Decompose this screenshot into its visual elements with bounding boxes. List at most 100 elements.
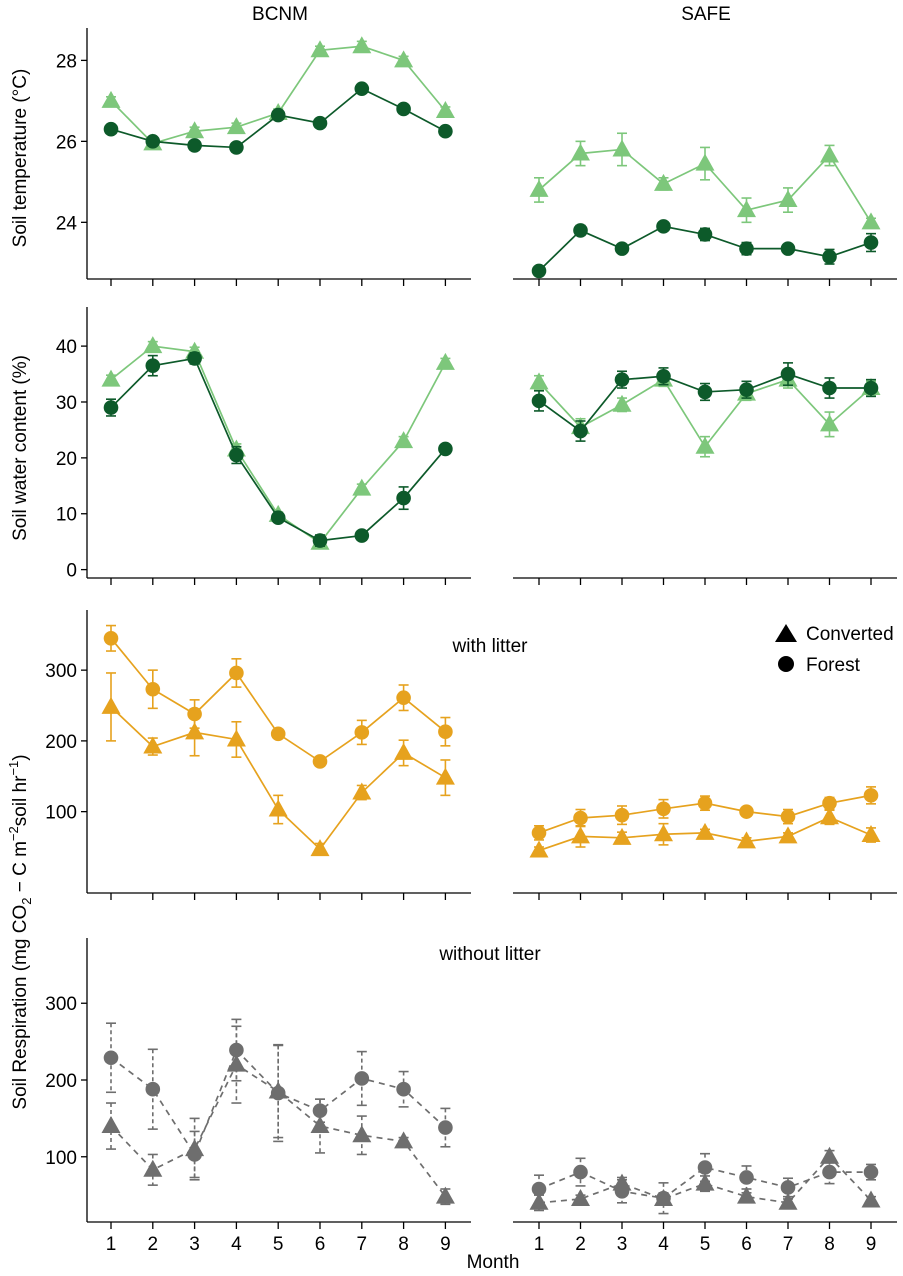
temp-safe-converted-point xyxy=(861,212,881,230)
legend-label-converted: Converted xyxy=(806,624,894,645)
temp-safe-converted-point xyxy=(612,139,632,157)
ylabel-soil-temperature: Soil temperature (°C) xyxy=(10,69,31,248)
resp_nolitter-bcnm-converted-point xyxy=(352,1125,372,1143)
resp_litter-safe-converted-point xyxy=(529,840,549,858)
legend-triangle-icon xyxy=(775,624,797,642)
resp_nolitter-safe-x-tick-label: 5 xyxy=(700,1234,711,1255)
resp_nolitter-safe-forest-point xyxy=(822,1164,837,1180)
temp-safe-forest-point xyxy=(573,223,588,238)
water-safe-converted-point xyxy=(529,372,549,390)
resp_nolitter-bcnm-forest-point xyxy=(354,1071,370,1086)
resp_litter-safe-forest-point xyxy=(614,807,630,823)
ylabel-resp-part-4: ) xyxy=(10,754,31,760)
strip-label-bcnm: BCNM xyxy=(252,4,308,25)
resp_litter-safe-converted-point xyxy=(737,831,756,849)
strip-label-safe: SAFE xyxy=(681,4,731,25)
water-safe-forest-point xyxy=(614,372,630,387)
resp_nolitter-safe-forest-point xyxy=(531,1181,547,1197)
resp_nolitter-bcnm-x-tick-label: 8 xyxy=(398,1234,409,1255)
resp_nolitter-bcnm-x-tick-label: 9 xyxy=(440,1234,451,1255)
resp_nolitter-safe-forest-point xyxy=(656,1190,671,1206)
resp_nolitter-safe-x-tick-label: 1 xyxy=(534,1234,545,1255)
temp-bcnm-forest-point xyxy=(145,134,161,149)
temp-safe-converted-point xyxy=(820,145,839,163)
ylabel-soil-respiration: Soil Respiration (mg CO2 − C m−2soil hr−… xyxy=(6,754,34,1109)
resp_litter-bcnm-forest-point xyxy=(103,631,119,646)
water-bcnm-y-tick-label: 30 xyxy=(56,393,77,414)
ylabel-resp-part-2: − C m xyxy=(10,841,31,897)
temp-bcnm-forest-point xyxy=(187,138,202,153)
resp_nolitter-bcnm-x-tick-label: 5 xyxy=(273,1234,284,1255)
temp-safe-forest-point xyxy=(697,227,713,242)
resp_nolitter-bcnm-forest-point xyxy=(270,1085,286,1101)
resp_litter-safe-forest-point xyxy=(531,825,547,841)
ylabel-resp-part-3: soil hr xyxy=(10,775,31,826)
water-safe-converted-point xyxy=(820,414,839,432)
water-safe-forest-point xyxy=(863,380,879,396)
resp_nolitter-bcnm-converted-point xyxy=(435,1186,455,1204)
temp-bcnm-y-tick-label: 24 xyxy=(56,213,78,234)
temp-bcnm-converted-point xyxy=(435,100,455,118)
annotation-without-litter: without litter xyxy=(438,944,541,965)
legend: Converted Forest xyxy=(775,624,894,676)
resp_litter-bcnm-converted-point xyxy=(185,722,205,740)
resp_nolitter-safe-forest-point xyxy=(697,1160,713,1175)
water-bcnm-y-tick-label: 10 xyxy=(56,505,77,526)
water-bcnm-forest-point xyxy=(145,358,161,373)
resp_litter-bcnm-y-tick-label: 300 xyxy=(45,661,77,682)
x-axis-title: Month xyxy=(467,1252,520,1273)
water-safe-converted-point xyxy=(695,436,715,454)
water-bcnm-forest-point xyxy=(103,400,119,415)
temp-bcnm-y-tick-label: 28 xyxy=(56,51,77,72)
temp-safe-forest-point xyxy=(531,263,547,279)
water-bcnm-forest-point xyxy=(396,490,411,506)
water-bcnm-converted-point xyxy=(352,478,372,496)
temp-bcnm-forest-point xyxy=(312,115,328,131)
water-bcnm-converted-point xyxy=(101,369,121,387)
resp_litter-safe-forest-point xyxy=(573,810,588,826)
resp_litter-safe-converted-point xyxy=(820,807,839,825)
water-bcnm-converted-point xyxy=(435,352,455,370)
temp-safe-converted-point xyxy=(654,173,673,191)
resp_litter-bcnm-converted-point xyxy=(394,742,414,760)
resp_litter-bcnm-converted-point xyxy=(268,799,288,817)
water-safe-forest-point xyxy=(697,384,713,400)
resp_nolitter-bcnm-y-tick-label: 200 xyxy=(45,1071,77,1092)
water-bcnm-forest-point xyxy=(229,447,244,463)
resp_litter-safe-forest-point xyxy=(739,804,754,819)
water-bcnm-forest-point xyxy=(354,528,370,543)
resp_nolitter-safe-converted-point xyxy=(778,1192,798,1210)
temp-safe-converted-point xyxy=(695,153,715,171)
ylabel-resp-part-1: Soil Respiration (mg CO xyxy=(10,905,31,1110)
resp_litter-bcnm-forest-point xyxy=(438,724,453,739)
resp_nolitter-bcnm-converted-series-line xyxy=(110,1063,447,1198)
resp_nolitter-bcnm-forest-point xyxy=(229,1042,244,1058)
resp_litter-safe-forest-point xyxy=(863,788,879,803)
resp_nolitter-safe-converted-point xyxy=(820,1146,839,1164)
resp_nolitter-bcnm-converted-point xyxy=(143,1159,163,1177)
resp_nolitter-bcnm-forest-point xyxy=(187,1147,202,1162)
resp_litter-safe-converted-point xyxy=(612,827,632,845)
resp_litter-bcnm-forest-point xyxy=(187,706,202,722)
water-bcnm-forest-point xyxy=(312,533,328,548)
resp_nolitter-safe-x-tick-label: 7 xyxy=(783,1234,794,1255)
temp-safe-converted-point xyxy=(737,200,756,218)
resp_nolitter-bcnm-forest-point xyxy=(312,1103,328,1119)
resp_litter-safe-converted-point xyxy=(695,822,715,840)
water-bcnm-forest-point xyxy=(270,510,286,525)
resp_litter-bcnm-forest-point xyxy=(312,754,328,769)
temp-safe-forest-point xyxy=(863,235,879,250)
temp-bcnm-converted-point xyxy=(394,50,414,68)
resp_litter-safe-converted-point xyxy=(571,826,590,844)
water-bcnm-converted-point xyxy=(394,431,414,449)
resp_litter-safe-converted-point xyxy=(654,824,673,842)
temp-bcnm-converted-point xyxy=(226,117,246,135)
resp_nolitter-safe-converted-point xyxy=(571,1188,590,1206)
resp_nolitter-safe-x-tick-label: 8 xyxy=(824,1234,835,1255)
water-safe-forest-point xyxy=(822,380,837,396)
resp_litter-bcnm-converted-point xyxy=(435,767,455,785)
resp_nolitter-safe-converted-point xyxy=(529,1192,549,1210)
resp_nolitter-bcnm-converted-point xyxy=(310,1116,330,1134)
temp-bcnm-converted-series-line xyxy=(110,45,447,145)
